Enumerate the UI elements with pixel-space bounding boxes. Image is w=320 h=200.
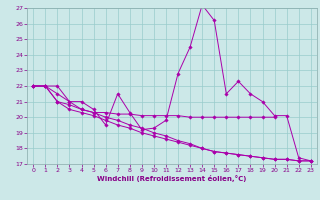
X-axis label: Windchill (Refroidissement éolien,°C): Windchill (Refroidissement éolien,°C) <box>97 175 247 182</box>
